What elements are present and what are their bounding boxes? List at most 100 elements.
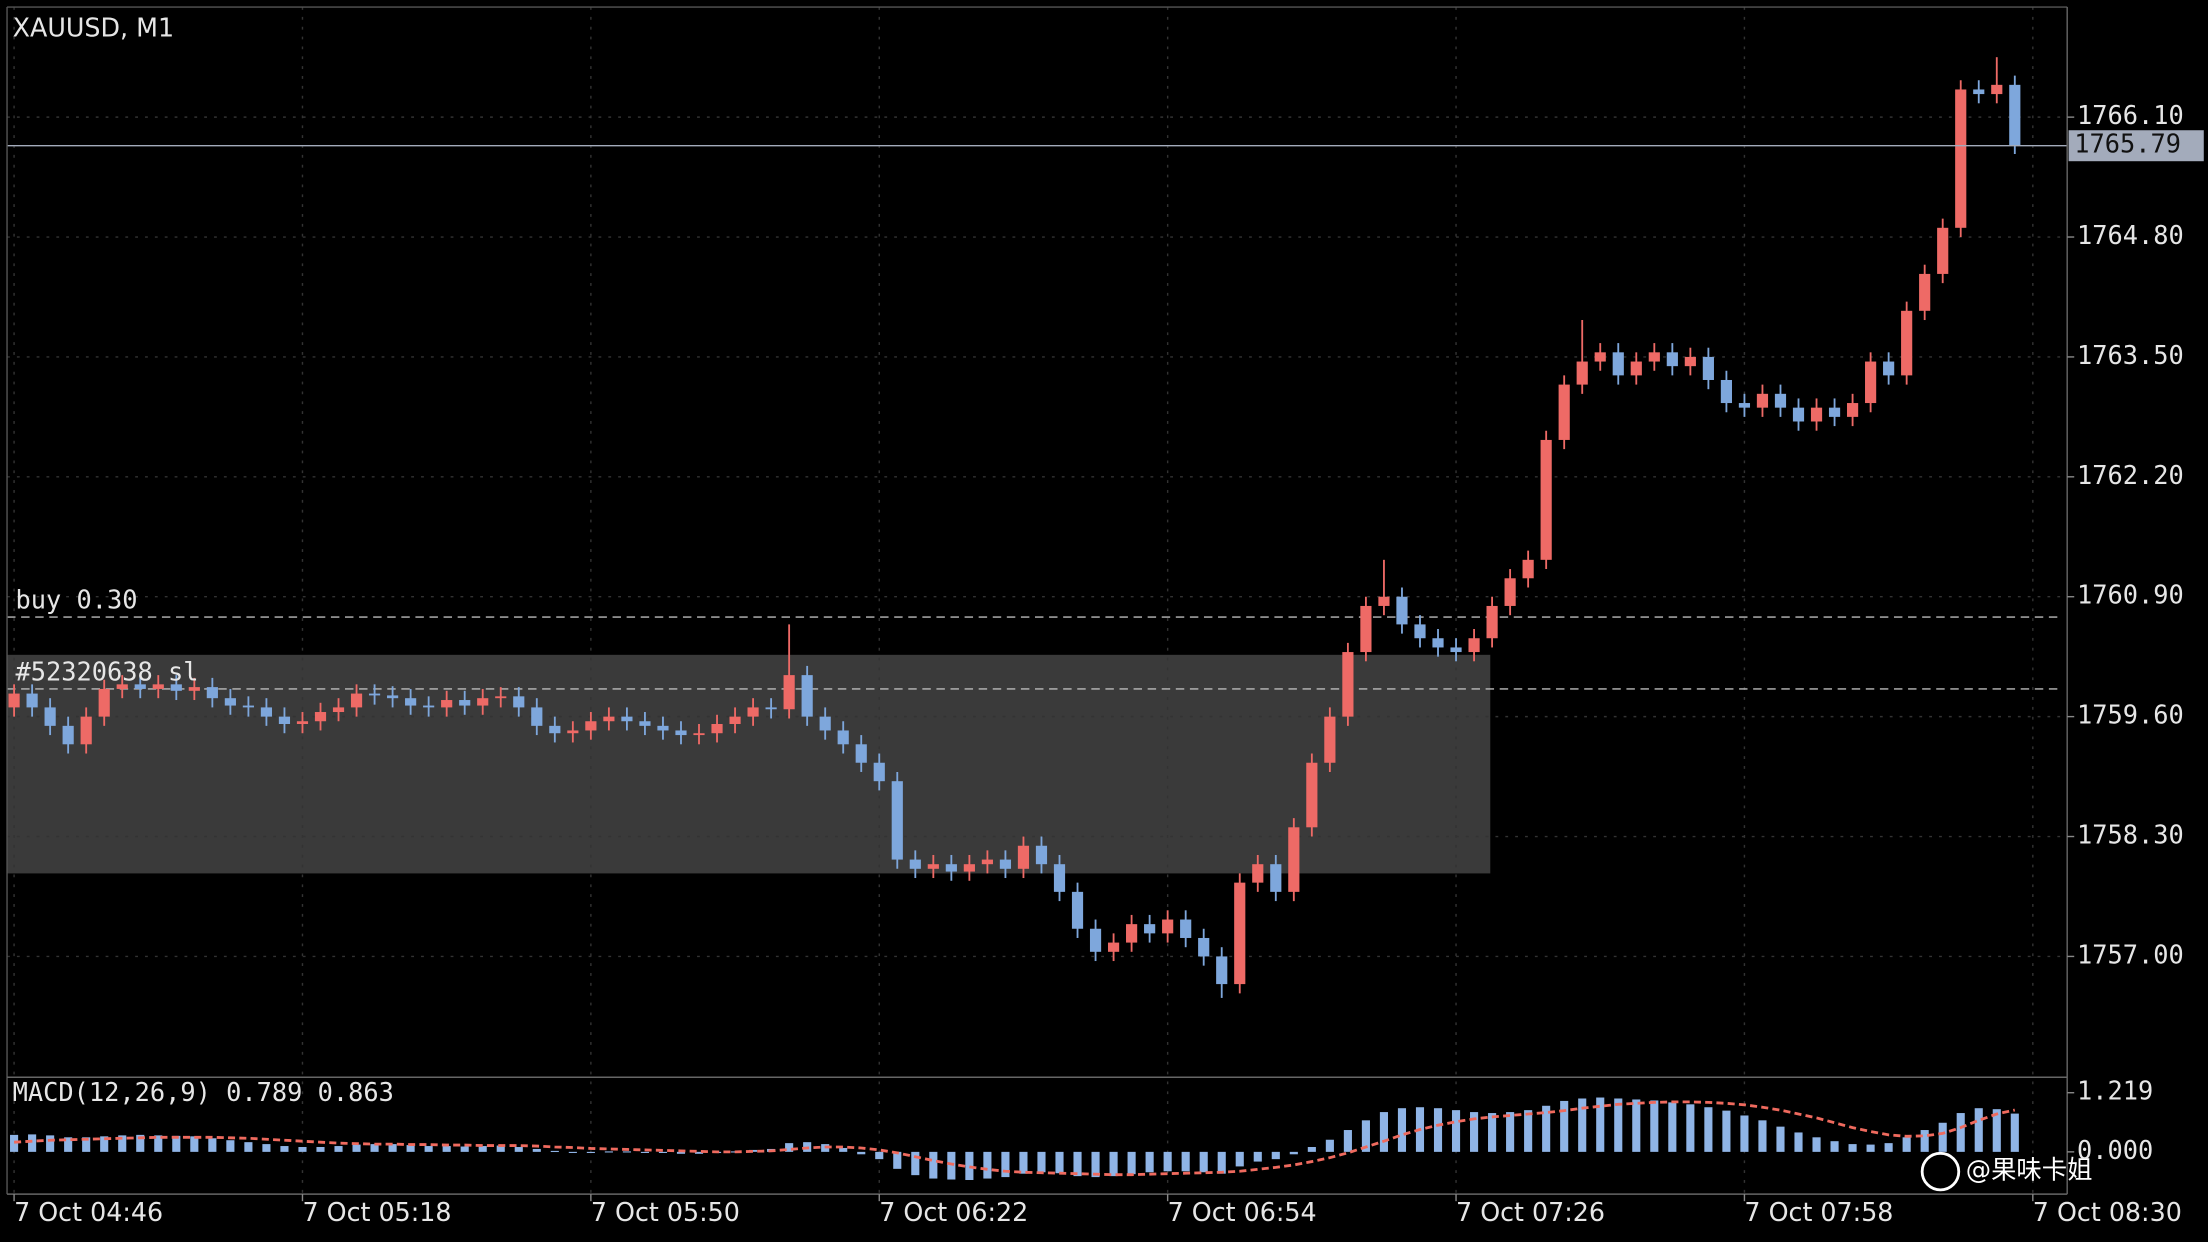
- candle-body: [1828, 407, 1841, 417]
- macd-bar: [1740, 1115, 1749, 1152]
- x-tick-label: 7 Oct 05:18: [302, 1197, 451, 1227]
- y-tick-label: 1758.30: [2077, 820, 2184, 850]
- macd-bar: [947, 1151, 956, 1180]
- candle-body: [170, 684, 182, 691]
- x-tick-label: 7 Oct 04:46: [14, 1197, 163, 1227]
- macd-value: 0.789: [226, 1077, 302, 1107]
- macd-bar: [1271, 1151, 1280, 1160]
- macd-bar: [568, 1151, 577, 1153]
- macd-bar: [406, 1145, 415, 1152]
- candle-body: [657, 725, 669, 731]
- order-level-label: buy 0.30: [15, 585, 137, 615]
- candle-body: [116, 684, 128, 689]
- y-tick-label: 1757.00: [2077, 939, 2184, 969]
- candle-body: [2009, 84, 2021, 146]
- candle-body: [1198, 937, 1210, 957]
- macd-bar: [514, 1147, 523, 1152]
- candle-body: [1919, 273, 1931, 311]
- macd-bar: [1974, 1108, 1983, 1152]
- macd-bar: [965, 1151, 974, 1181]
- macd-bar: [496, 1145, 505, 1152]
- candle-body: [873, 762, 885, 782]
- watermark-text: @果味卡姐: [1966, 1155, 2093, 1185]
- candle-body: [1144, 924, 1156, 934]
- candle-body: [1702, 356, 1714, 380]
- macd-bar: [1163, 1151, 1172, 1172]
- candle-body: [1162, 919, 1174, 934]
- candle-body: [1756, 393, 1769, 408]
- macd-bar: [676, 1151, 686, 1154]
- candle-body: [80, 716, 92, 745]
- macd-bar: [1632, 1099, 1641, 1152]
- y-tick-label: 1762.20: [2077, 460, 2184, 490]
- macd-bar: [64, 1137, 73, 1152]
- candle-body: [1576, 361, 1588, 385]
- macd-bar: [10, 1134, 19, 1152]
- candle-body: [513, 696, 525, 708]
- macd-bar: [532, 1148, 541, 1152]
- macd-bar: [280, 1146, 289, 1152]
- candle-body: [1612, 352, 1624, 376]
- candle-body: [188, 687, 200, 691]
- candle-body: [1035, 845, 1048, 865]
- macd-bar: [424, 1146, 433, 1152]
- candle-body: [909, 859, 921, 869]
- macd-bar: [1686, 1104, 1695, 1152]
- candle-body: [711, 724, 723, 734]
- macd-label: MACD(12,26,9) 0.789 0.863: [13, 1077, 394, 1107]
- macd-bar: [1235, 1151, 1244, 1167]
- macd-bar: [1488, 1113, 1497, 1152]
- macd-bar: [1560, 1100, 1569, 1152]
- candle-body: [1973, 89, 1985, 95]
- current-price-box: [2068, 130, 2204, 162]
- macd-bar: [118, 1135, 127, 1152]
- candle-body: [441, 700, 453, 708]
- candle-body: [1216, 956, 1228, 985]
- candle-body: [1234, 882, 1246, 985]
- macd-bar: [478, 1146, 487, 1152]
- candle-body: [1342, 652, 1354, 717]
- macd-bar: [1596, 1097, 1605, 1152]
- candle-body: [1270, 864, 1282, 892]
- macd-bar: [586, 1151, 595, 1153]
- candle-body: [242, 705, 254, 708]
- signal-line: [14, 1100, 2016, 1177]
- macd-bar: [82, 1137, 91, 1152]
- watermark: @果味卡姐: [1920, 1151, 2093, 1192]
- macd-bar: [875, 1151, 884, 1160]
- macd-bar: [1109, 1151, 1118, 1177]
- candle-body: [1107, 942, 1120, 952]
- candle-body: [134, 684, 146, 689]
- macd-bar: [1307, 1147, 1316, 1152]
- x-tick-label: 7 Oct 06:54: [1168, 1197, 1317, 1227]
- candle-body: [350, 693, 363, 708]
- candle-body: [278, 716, 291, 725]
- macd-bar: [1470, 1112, 1479, 1152]
- candle-body: [1522, 559, 1534, 579]
- candle-body: [585, 721, 597, 731]
- candle-body: [332, 707, 345, 713]
- candle-body: [1126, 924, 1138, 943]
- macd-bar: [1379, 1112, 1388, 1152]
- macd-bar: [442, 1146, 451, 1152]
- candle-body: [1288, 827, 1300, 892]
- macd-bar: [1073, 1151, 1082, 1177]
- candle-body: [1666, 352, 1678, 367]
- candle-body: [1053, 864, 1066, 892]
- macd-bar: [46, 1135, 55, 1152]
- candle-body: [1738, 403, 1751, 408]
- macd-name: MACD(12,26,9): [13, 1077, 211, 1107]
- macd-bar: [1091, 1151, 1100, 1178]
- macd-bar: [1433, 1108, 1443, 1152]
- candle-body: [747, 707, 759, 717]
- macd-bar: [893, 1151, 902, 1169]
- candle-body: [260, 707, 273, 717]
- candle-body: [224, 698, 236, 706]
- macd-bar: [1812, 1137, 1821, 1152]
- watermark-icon: [1920, 1151, 1961, 1192]
- candle-body: [1378, 596, 1390, 606]
- macd-bar: [1001, 1151, 1010, 1178]
- macd-bar: [1127, 1151, 1136, 1175]
- candle-body: [1883, 361, 1895, 376]
- candle-body: [1486, 605, 1498, 639]
